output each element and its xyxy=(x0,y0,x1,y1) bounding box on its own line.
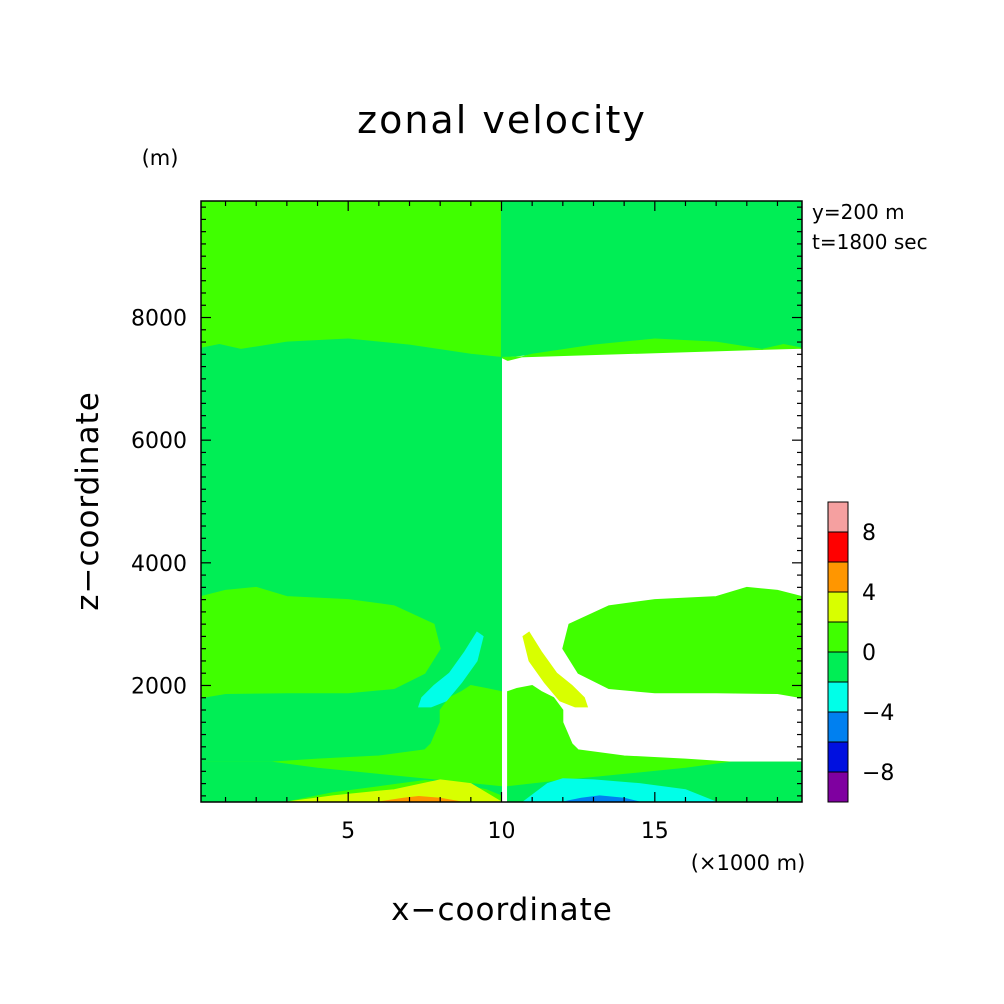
colorbar-swatch xyxy=(827,741,849,773)
contour-region-1 xyxy=(501,200,803,358)
y-unit-label: (m) xyxy=(142,146,179,170)
y-tick-labels: 2000 4000 6000 8000 xyxy=(131,307,187,700)
contour-region-2 xyxy=(501,338,803,803)
x-axis-title: x−coordinate xyxy=(391,892,613,928)
contour-region-0 xyxy=(200,200,502,358)
colorbar-swatch xyxy=(827,651,849,683)
x-tick-label: 5 xyxy=(341,819,355,844)
y-axis-title: z−coordinate xyxy=(70,391,106,611)
colorbar-label: −8 xyxy=(862,761,894,786)
contour-regions xyxy=(200,200,803,803)
contour-region-13 xyxy=(418,631,484,708)
y-tick-label: 6000 xyxy=(131,429,187,454)
plot-frame xyxy=(200,200,803,803)
colorbar: −8 −4 0 4 8 xyxy=(827,501,894,803)
annotation-y: y=200 m xyxy=(812,200,905,224)
colorbar-swatch xyxy=(827,681,849,713)
colorbar-swatch xyxy=(827,621,849,653)
colorbar-label: 0 xyxy=(862,641,876,666)
colorbar-swatch xyxy=(827,561,849,593)
contour-region-8 xyxy=(286,779,504,803)
chart-title: zonal velocity xyxy=(357,98,647,142)
y-tick-label: 2000 xyxy=(131,674,187,699)
x-tick-label: 15 xyxy=(641,819,669,844)
colorbar-swatch xyxy=(827,711,849,743)
y-tick-label: 8000 xyxy=(131,307,187,332)
colorbar-swatch xyxy=(827,531,849,563)
x-unit-label: (×1000 m) xyxy=(691,851,806,875)
colorbar-label: −4 xyxy=(862,701,894,726)
y-tick-label: 4000 xyxy=(131,552,187,577)
contour-region-11 xyxy=(521,778,717,803)
contour-region-4 xyxy=(200,586,441,699)
x-tick-labels: 5 10 15 xyxy=(341,819,669,844)
contour-region-14 xyxy=(522,631,589,708)
annotation-t: t=1800 sec xyxy=(812,230,928,254)
colorbar-label: 8 xyxy=(862,521,876,546)
colorbar-swatch xyxy=(827,591,849,623)
x-tick-label: 10 xyxy=(488,819,516,844)
colorbar-swatch xyxy=(827,771,849,803)
colorbar-label: 4 xyxy=(862,581,876,606)
axis-ticks xyxy=(201,201,802,802)
colorbar-swatch xyxy=(827,501,849,533)
